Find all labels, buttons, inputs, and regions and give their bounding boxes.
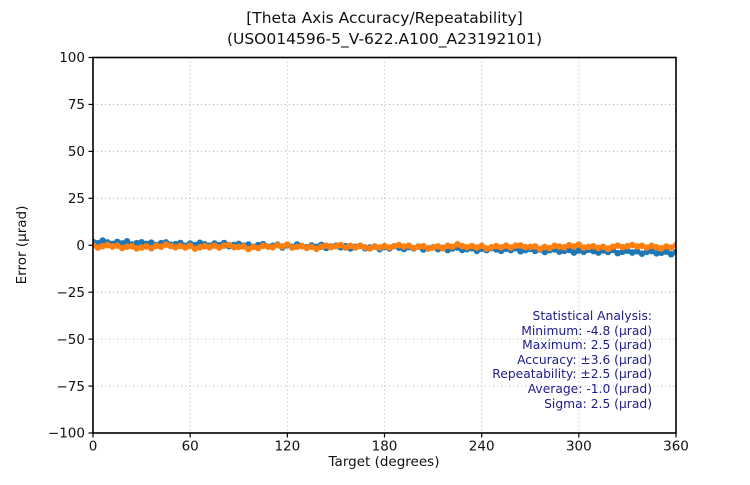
x-tick-label: 60 [182, 439, 199, 455]
stats-repeatability: Repeatability: ±2.5 (µrad) [492, 367, 652, 382]
x-tick-label: 300 [566, 439, 592, 455]
stats-maximum: Maximum: 2.5 (µrad) [522, 338, 652, 353]
y-tick-label: −50 [57, 332, 86, 348]
data-point-series-2 [113, 242, 121, 249]
data-point-series-1 [565, 246, 573, 254]
stats-sigma: Sigma: 2.5 (µrad) [544, 396, 652, 411]
y-tick-label: 50 [68, 144, 85, 160]
data-point-series-2 [264, 243, 272, 250]
data-point-series-2 [220, 242, 228, 249]
data-point-series-2 [672, 241, 676, 249]
chart-title-block: [Theta Axis Accuracy/Repeatability] (USO… [93, 8, 676, 49]
scatter-layer [93, 237, 676, 258]
data-point-series-2 [148, 244, 155, 252]
data-point-series-2 [293, 243, 301, 251]
stats-accuracy: Accuracy: ±3.6 (µrad) [517, 352, 652, 367]
y-tick-label: −25 [57, 285, 86, 301]
chart-subtitle: (USO014596-5_V-622.A100_A23192101) [226, 29, 543, 48]
data-point-series-2 [449, 243, 456, 251]
y-tick-label: 25 [68, 191, 85, 207]
data-point-series-2 [575, 241, 583, 248]
y-tick-label: 0 [76, 238, 85, 254]
data-point-series-2 [337, 241, 345, 249]
stats-average: Average: -1.0 (µrad) [527, 381, 652, 396]
data-point-series-2 [415, 243, 422, 251]
x-tick-label: 360 [663, 439, 689, 455]
data-point-series-2 [526, 243, 534, 251]
data-point-series-2 [288, 244, 296, 251]
data-point-series-2 [439, 244, 447, 252]
statistical-analysis-block: Statistical Analysis: Minimum: -4.8 (µra… [492, 309, 652, 411]
data-point-series-2 [240, 243, 247, 250]
data-point-series-1 [662, 248, 670, 255]
data-point-series-1 [148, 239, 155, 246]
x-tick-label: 180 [372, 439, 398, 455]
data-point-series-2 [512, 242, 519, 249]
y-axis-label: Error (µrad) [14, 205, 30, 285]
data-point-series-1 [633, 247, 641, 255]
data-point-series-2 [585, 243, 592, 251]
x-tick-label: 0 [89, 439, 98, 455]
data-point-series-2 [556, 243, 563, 250]
data-point-series-1 [556, 248, 563, 255]
stats-heading: Statistical Analysis: [532, 309, 652, 323]
data-point-series-2 [531, 243, 539, 250]
data-point-series-2 [186, 242, 194, 250]
data-point-series-2 [405, 242, 413, 249]
chart-title: [Theta Axis Accuracy/Repeatability] [246, 9, 523, 27]
data-point-series-1 [123, 238, 131, 245]
data-point-series-2 [580, 244, 587, 251]
y-tick-label: −75 [57, 379, 86, 395]
stats-minimum: Minimum: -4.8 (µrad) [521, 323, 652, 338]
data-point-series-1 [653, 250, 660, 257]
x-tick-label: 120 [274, 439, 300, 455]
data-point-series-1 [672, 248, 676, 256]
data-point-series-2 [522, 243, 529, 251]
data-point-series-2 [633, 243, 641, 250]
data-point-series-2 [235, 243, 243, 251]
data-point-series-2 [230, 243, 238, 251]
x-tick-label: 240 [469, 439, 495, 455]
y-tick-label: 75 [68, 97, 85, 113]
y-tick-label: −100 [48, 426, 85, 442]
data-point-series-2 [259, 242, 267, 250]
x-axis-label: Target (degrees) [328, 454, 440, 470]
data-point-series-2 [284, 241, 291, 248]
data-point-series-2 [123, 243, 131, 251]
data-point-series-2 [478, 242, 485, 250]
y-tick-label: 100 [59, 50, 85, 66]
data-point-series-2 [551, 242, 558, 250]
